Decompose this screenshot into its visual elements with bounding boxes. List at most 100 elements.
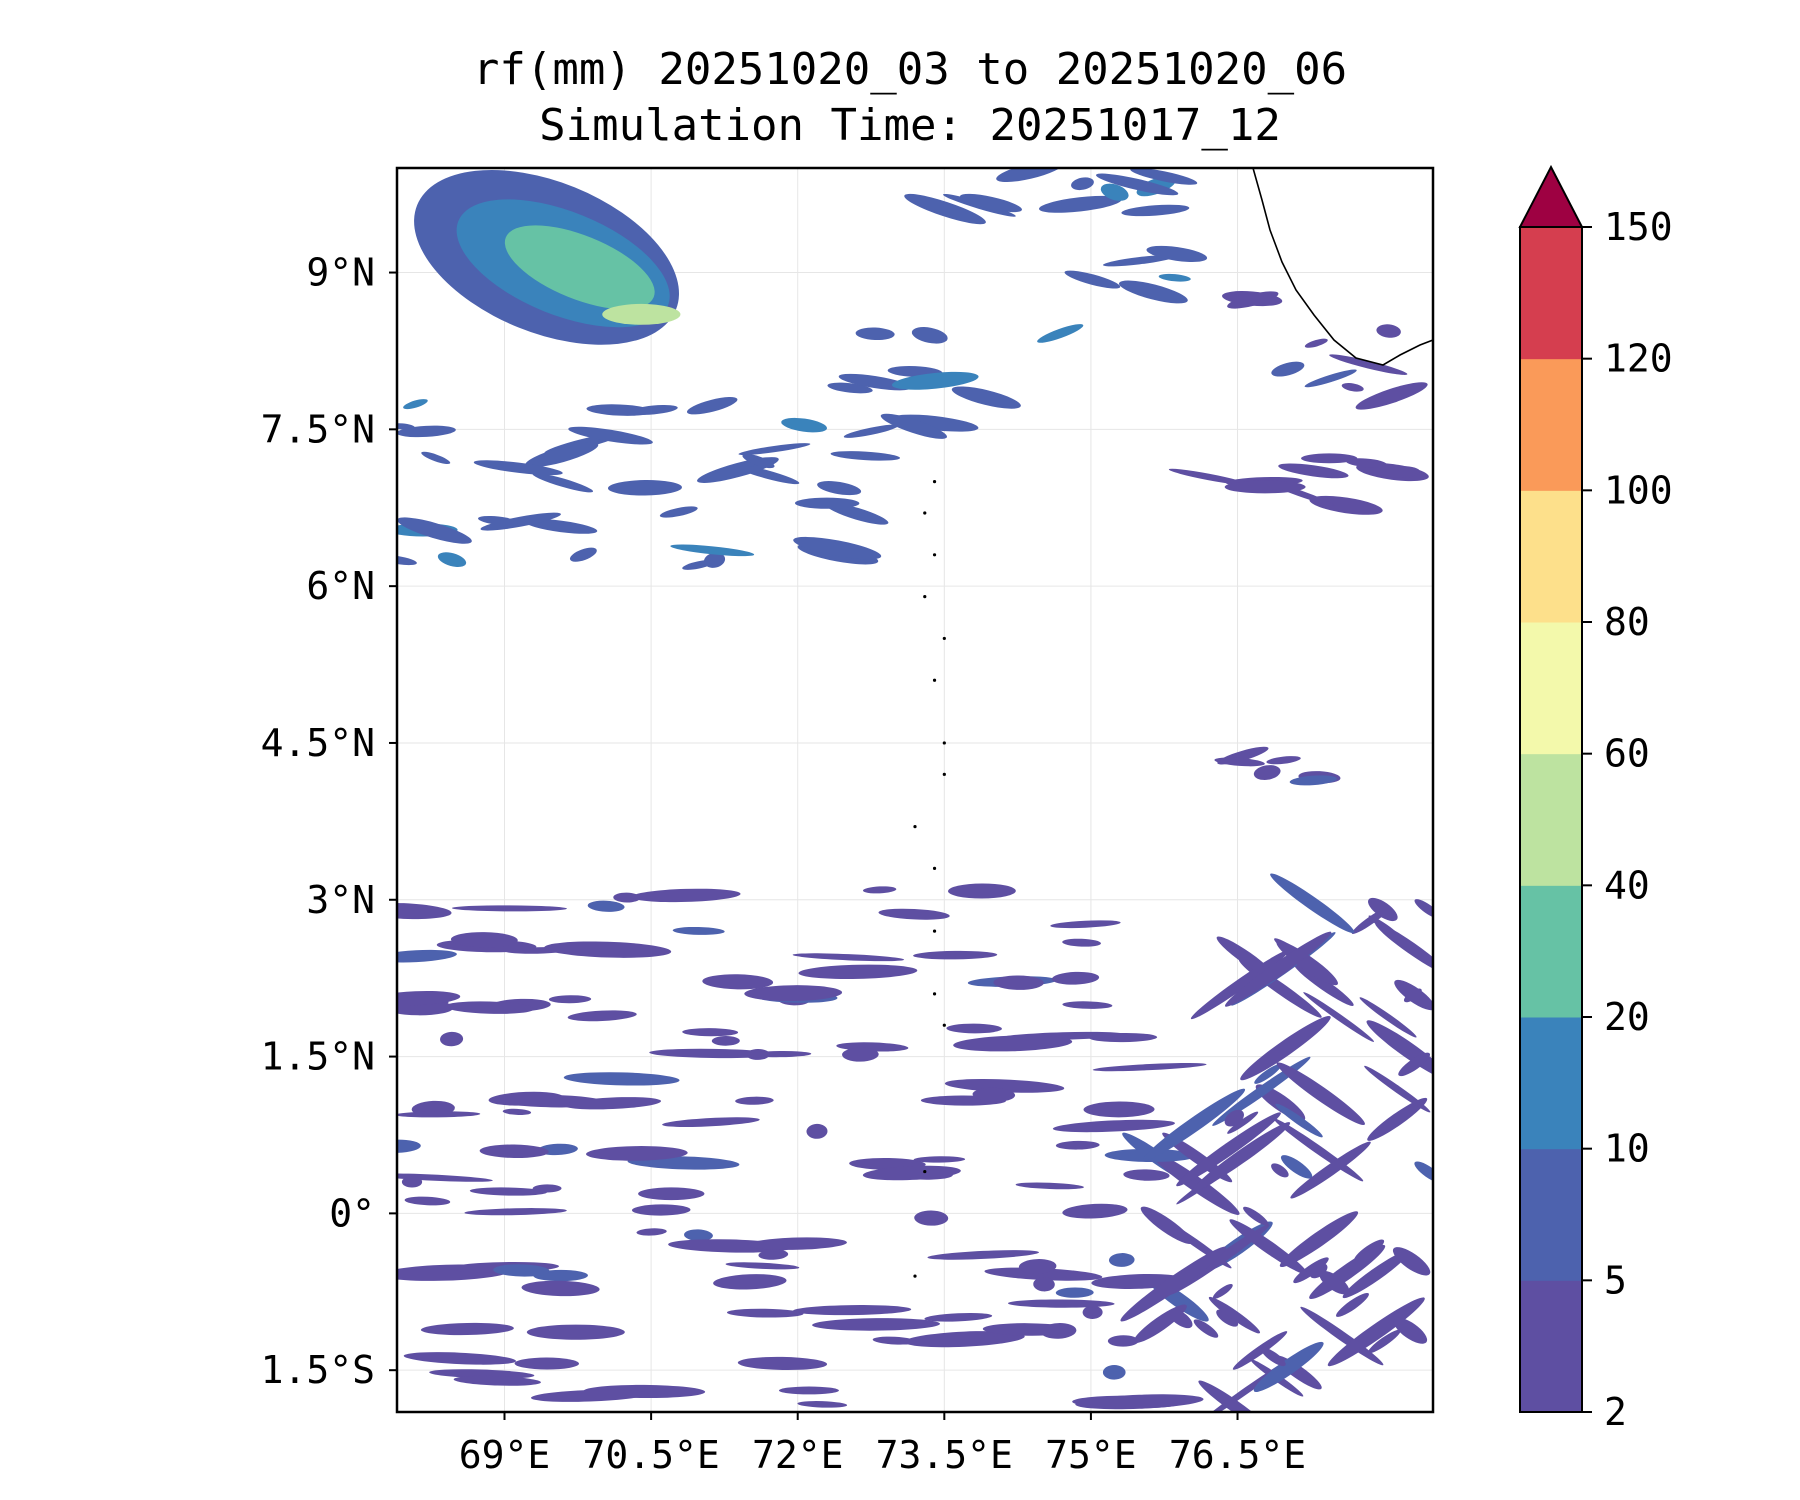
- rain-band: [843, 324, 1084, 439]
- rain-streak: [1108, 1253, 1135, 1267]
- lat-tick-label: 4.5°N: [261, 721, 375, 765]
- rain-streak: [855, 327, 895, 341]
- rain-streak: [1212, 1284, 1233, 1299]
- rain-streak: [1253, 765, 1281, 780]
- rain-streak: [403, 1352, 517, 1365]
- rain-streak: [401, 1176, 423, 1188]
- rain-streak: [843, 424, 899, 438]
- colorbar-tick-label: 100: [1604, 468, 1673, 512]
- rain-streak: [530, 1389, 649, 1402]
- rain-streak: [744, 985, 843, 1002]
- lat-tick-label: 3°N: [306, 878, 375, 922]
- rain-streak: [403, 399, 428, 410]
- rain-streak: [1050, 920, 1121, 929]
- rain-streak: [1276, 1062, 1365, 1126]
- rain-streak: [1290, 1141, 1371, 1199]
- lat-tick-label: 1.5°N: [261, 1035, 375, 1079]
- rain-streak: [1243, 1206, 1269, 1226]
- rain-streak: [1229, 1219, 1308, 1275]
- rain-streak: [1293, 1257, 1329, 1284]
- colorbar-segment: [1520, 1148, 1582, 1281]
- island-dot: [913, 824, 917, 829]
- rain-streak: [1376, 324, 1401, 338]
- rain-streak: [568, 426, 653, 445]
- rain-streak: [738, 443, 811, 456]
- rain-streak: [1033, 1277, 1055, 1292]
- rain-streak: [1168, 1309, 1193, 1329]
- colorbar-segment: [1520, 1280, 1582, 1413]
- island-dot: [932, 678, 937, 682]
- rain-streak: [662, 1117, 760, 1127]
- rain-streak: [397, 902, 452, 920]
- island-dot: [942, 772, 946, 776]
- colorbar-segment: [1520, 1017, 1582, 1150]
- rain-streak: [924, 1312, 993, 1322]
- rain-streak: [1095, 173, 1179, 196]
- rain-streak: [397, 990, 461, 1006]
- rain-streak: [1329, 354, 1408, 375]
- lon-tick-label: 76.5°E: [1169, 1433, 1306, 1477]
- island-dot: [942, 741, 946, 745]
- rain-streak: [711, 1036, 740, 1046]
- lat-tick-label: 6°N: [306, 564, 375, 608]
- lon-tick-label: 73.5°E: [876, 1433, 1013, 1477]
- rain-streak: [1158, 273, 1191, 282]
- colorbar-segment: [1520, 885, 1582, 1018]
- rain-streak: [735, 1096, 774, 1105]
- rain-streak: [1303, 992, 1375, 1042]
- rain-streak: [636, 1228, 667, 1236]
- rain-streak: [913, 950, 998, 960]
- rain-streak: [793, 536, 882, 560]
- rain-streak: [1271, 361, 1305, 377]
- rain-streak: [1198, 1380, 1270, 1412]
- rain-streak: [397, 1111, 481, 1118]
- rain-streak: [726, 1308, 804, 1318]
- colorbar-tick-label: 10: [1604, 1127, 1650, 1171]
- rain-streak: [544, 941, 672, 958]
- rain-streak: [1398, 1052, 1431, 1077]
- colorbar-tick-label: 120: [1604, 337, 1673, 381]
- rain-streak: [792, 953, 905, 962]
- rain-streak: [1278, 463, 1349, 479]
- rain-streak: [1385, 466, 1421, 478]
- colorbar-tick-label: 80: [1604, 600, 1650, 644]
- island-dot: [923, 1169, 927, 1174]
- rain-streak: [1266, 756, 1301, 765]
- rain-streak: [872, 1336, 917, 1345]
- rain-streak: [781, 417, 828, 433]
- rain-streak: [1216, 936, 1277, 980]
- rain-streak: [1240, 1015, 1331, 1081]
- rain-streak: [613, 892, 641, 903]
- rain-streak: [960, 193, 1022, 213]
- rain-streak: [488, 1091, 564, 1106]
- rain-streak: [825, 503, 889, 525]
- rain-streak: [1062, 1203, 1128, 1219]
- rain-streak: [1018, 1259, 1057, 1274]
- rain-streak: [1062, 938, 1101, 947]
- rain-streak: [1275, 1103, 1323, 1138]
- map-title-line-1: rf(mm) 20251020_03 to 20251020_06: [472, 44, 1348, 95]
- rain-streak: [1193, 1319, 1219, 1338]
- rain-streak: [479, 1144, 549, 1159]
- colorbar-tick-label: 20: [1604, 995, 1650, 1039]
- rain-streak: [1367, 1329, 1401, 1354]
- island-dot: [932, 553, 937, 557]
- rain-blob: [602, 303, 681, 325]
- rain-streak: [502, 1108, 532, 1116]
- island-dot: [923, 595, 927, 599]
- map-title-line-2: Simulation Time: 20251017_12: [539, 100, 1281, 151]
- rain-streak: [684, 1229, 713, 1242]
- rain-streak: [1123, 1169, 1170, 1181]
- rain-blob: [504, 225, 655, 310]
- rain-streak: [1168, 468, 1249, 486]
- rain-streak: [797, 1401, 848, 1408]
- rain-streak: [830, 451, 901, 461]
- rain-streak: [1336, 1292, 1369, 1317]
- colorbar-segment: [1520, 622, 1582, 755]
- rain-streak: [421, 451, 451, 464]
- rain-streak: [1270, 873, 1355, 934]
- rain-streak: [659, 506, 698, 518]
- rain-streak: [1037, 324, 1084, 343]
- rain-streak: [1062, 1001, 1113, 1009]
- rain-streak: [948, 883, 1016, 899]
